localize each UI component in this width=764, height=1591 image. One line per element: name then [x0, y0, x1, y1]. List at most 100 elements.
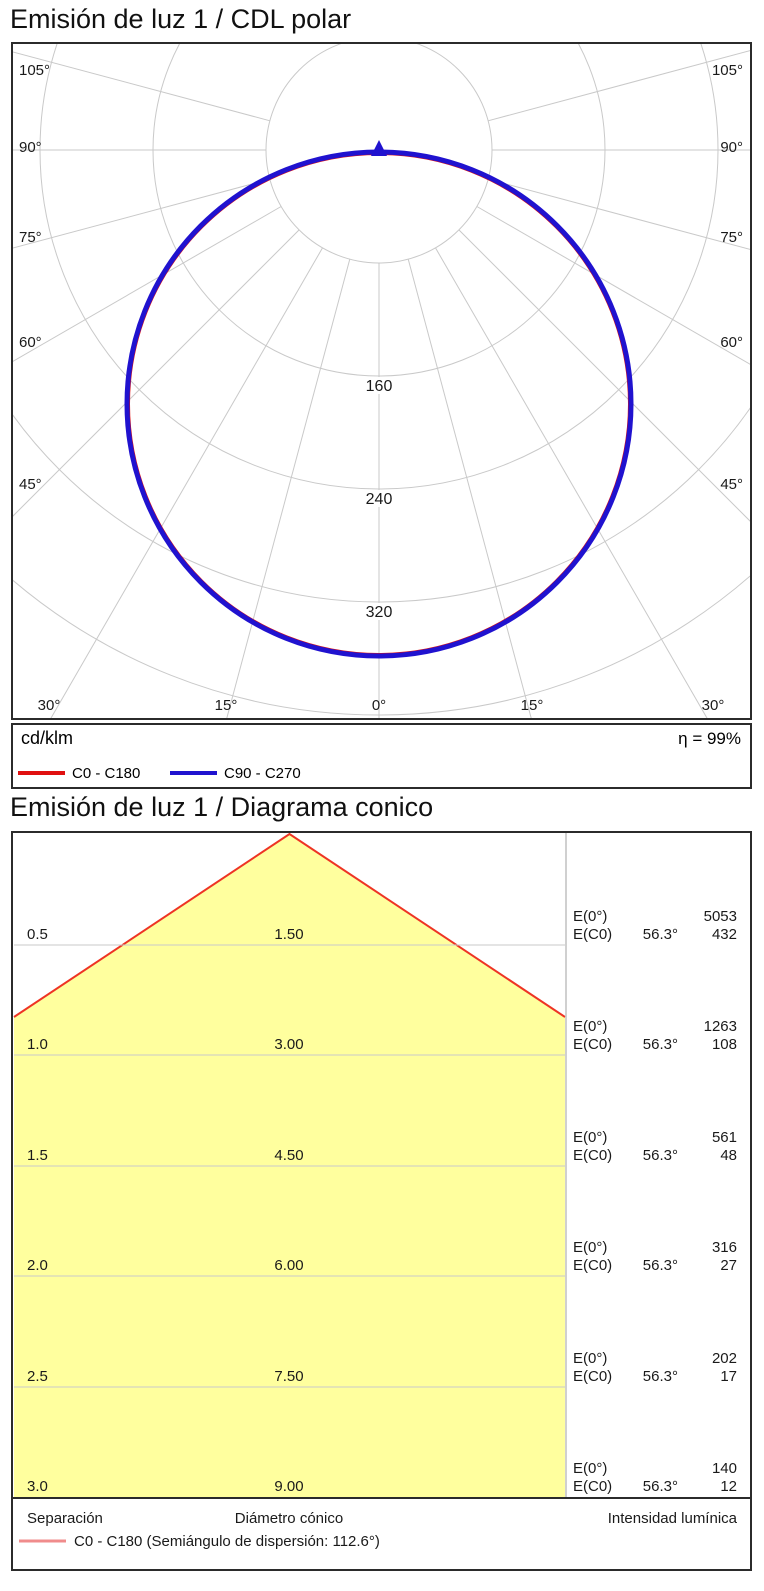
- angle-label-left: 45°: [19, 476, 42, 493]
- polar-grid-lines: [13, 50, 750, 718]
- light-cone-edge-c0-c180: [13, 833, 566, 1018]
- grid-line: [487, 178, 750, 250]
- e0-value: 1263: [704, 1018, 737, 1035]
- ec0-value: 108: [712, 1036, 737, 1053]
- diameter-value: 9.00: [274, 1478, 303, 1495]
- angle-label-bottom: 15°: [215, 697, 238, 714]
- conic-row-labels: 0.5 1.50 1.0 3.00 1.5 4.50 2.0 6.00 2.5 …: [27, 926, 304, 1495]
- e0-label: E(0°): [573, 1350, 607, 1367]
- ec0-label: E(C0): [573, 926, 612, 943]
- separation-value: 1.0: [27, 1036, 48, 1053]
- e0-value: 561: [712, 1129, 737, 1146]
- legend-line-c0-c180: [18, 771, 65, 775]
- e0-value: 5053: [704, 908, 737, 925]
- diameter-value: 1.50: [274, 926, 303, 943]
- separation-value: 2.5: [27, 1368, 48, 1385]
- ec0-angle: 56.3°: [643, 1478, 678, 1495]
- ring-label: 320: [366, 604, 393, 621]
- polar-chart-title: Emisión de luz 1 / CDL polar: [10, 4, 352, 34]
- ec0-label: E(C0): [573, 1478, 612, 1495]
- legend-label-c0-c180: C0 - C180: [72, 765, 141, 782]
- ec0-value: 48: [720, 1147, 737, 1164]
- grid-line: [476, 206, 750, 365]
- angle-label-right: 105°: [712, 62, 743, 79]
- e0-value: 316: [712, 1239, 737, 1256]
- conic-footer: Separación Diámetro cónico Intensidad lu…: [19, 1510, 738, 1550]
- grid-line: [435, 247, 708, 718]
- e0-label: E(0°): [573, 1239, 607, 1256]
- separation-value: 0.5: [27, 926, 48, 943]
- ec0-label: E(C0): [573, 1036, 612, 1053]
- ring-label: 240: [366, 491, 393, 508]
- polar-chart: 160 240 320 105° 90° 75° 60° 45° 105° 90…: [13, 44, 750, 718]
- ec0-label: E(C0): [573, 1257, 612, 1274]
- diameter-value: 6.00: [274, 1257, 303, 1274]
- polar-unit-label: cd/klm: [21, 728, 74, 748]
- ec0-angle: 56.3°: [643, 1036, 678, 1053]
- ec0-label: E(C0): [573, 1147, 612, 1164]
- legend-line-c90-c270: [170, 771, 217, 775]
- polar-angle-labels: 105° 90° 75° 60° 45° 105° 90° 75° 60° 45…: [19, 62, 743, 714]
- angle-label-bottom: 30°: [702, 697, 725, 714]
- ec0-angle: 56.3°: [643, 1257, 678, 1274]
- angle-label-right: 45°: [720, 476, 743, 493]
- polar-chart-box: 160 240 320 105° 90° 75° 60° 45° 105° 90…: [11, 42, 752, 720]
- ec0-angle: 56.3°: [643, 926, 678, 943]
- ec0-value: 17: [720, 1368, 737, 1385]
- grid-line: [458, 229, 750, 522]
- ring-label-bg: [360, 490, 398, 507]
- angle-label-left: 90°: [19, 139, 42, 156]
- angle-label-left: 105°: [19, 62, 50, 79]
- e0-value: 140: [712, 1460, 737, 1477]
- grid-line: [407, 258, 532, 718]
- conic-legend-label: C0 - C180 (Semiángulo de dispersión: 112…: [74, 1533, 380, 1550]
- footer-intensity-header: Intensidad lumínica: [608, 1510, 738, 1527]
- ring-label-bg: [360, 603, 398, 620]
- illuminance-column: E(0°) 5053 E(C0) 56.3° 432 E(0°) 1263 E(…: [573, 908, 737, 1495]
- ec0-value: 12: [720, 1478, 737, 1495]
- grid-line: [13, 206, 282, 362]
- conic-gridlines: [14, 944, 565, 1388]
- conic-chart-title: Emisión de luz 1 / Diagrama conico: [10, 792, 434, 822]
- diameter-value: 7.50: [274, 1368, 303, 1385]
- footer-diameter-header: Diámetro cónico: [235, 1510, 343, 1527]
- angle-label-bottom: 15°: [521, 697, 544, 714]
- e0-label: E(0°): [573, 1460, 607, 1477]
- ec0-angle: 56.3°: [643, 1147, 678, 1164]
- separation-value: 1.5: [27, 1147, 48, 1164]
- polar-efficiency-label: η = 99%: [678, 729, 741, 748]
- separation-value: 3.0: [27, 1478, 48, 1495]
- e0-label: E(0°): [573, 1018, 607, 1035]
- grid-line: [487, 50, 750, 122]
- grid-line: [13, 229, 300, 517]
- separation-value: 2.0: [27, 1257, 48, 1274]
- conic-chart: 0.5 1.50 1.0 3.00 1.5 4.50 2.0 6.00 2.5 …: [13, 833, 750, 1550]
- e0-label: E(0°): [573, 908, 607, 925]
- ec0-value: 27: [720, 1257, 737, 1274]
- e0-value: 202: [712, 1350, 737, 1367]
- ec0-label: E(C0): [573, 1368, 612, 1385]
- curve-top-peak: [371, 140, 387, 156]
- ring-label-bg: [360, 377, 398, 394]
- ec0-value: 432: [712, 926, 737, 943]
- ec0-angle: 56.3°: [643, 1368, 678, 1385]
- angle-label-bottom: 0°: [372, 697, 386, 714]
- polar-legend-box: cd/klm η = 99% C0 - C180 C90 - C270: [11, 723, 752, 789]
- e0-label: E(0°): [573, 1129, 607, 1146]
- grid-line: [226, 258, 351, 718]
- grid-line: [13, 51, 271, 122]
- angle-label-bottom: 30°: [38, 697, 61, 714]
- angle-label-left: 60°: [19, 334, 42, 351]
- angle-label-right: 90°: [720, 139, 743, 156]
- grid-line: [13, 178, 271, 249]
- diameter-value: 3.00: [274, 1036, 303, 1053]
- footer-separation-header: Separación: [27, 1510, 103, 1527]
- diameter-value: 4.50: [274, 1147, 303, 1164]
- angle-label-right: 60°: [720, 334, 743, 351]
- ring-label: 160: [366, 378, 393, 395]
- polar-ring-labels: 160 240 320: [360, 377, 398, 621]
- grid-line: [50, 247, 323, 718]
- angle-label-left: 75°: [19, 229, 42, 246]
- conic-chart-box: 0.5 1.50 1.0 3.00 1.5 4.50 2.0 6.00 2.5 …: [11, 831, 752, 1571]
